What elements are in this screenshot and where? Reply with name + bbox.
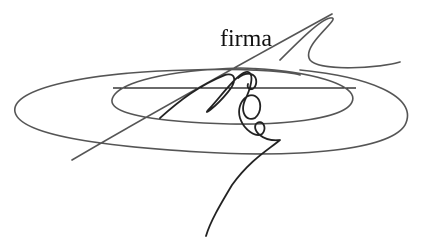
signature-hook: [238, 74, 256, 90]
signature-body: [160, 72, 280, 236]
top-swirl: [280, 18, 400, 68]
page: firma (() => { const data = JSON.parse(d…: [0, 0, 426, 241]
signature-image: firma: [0, 0, 426, 241]
label: firma: [220, 26, 272, 52]
